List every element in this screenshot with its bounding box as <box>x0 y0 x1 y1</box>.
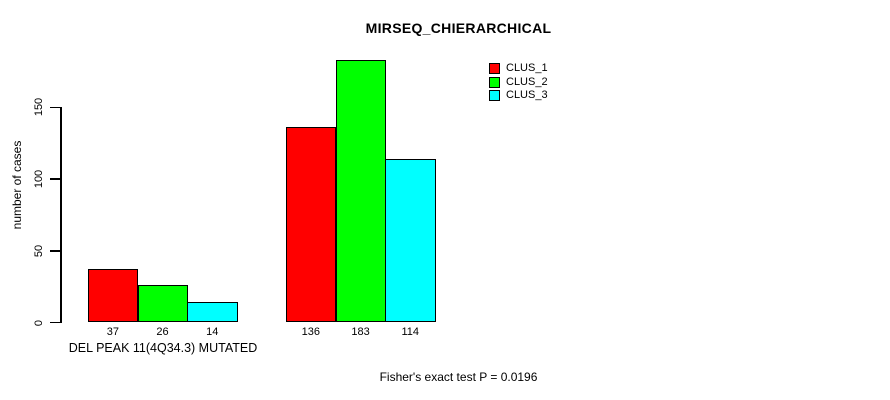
legend-label: CLUS_2 <box>506 75 548 88</box>
bar-clus_2-group2 <box>335 59 386 323</box>
y-tick-label: 100 <box>33 169 45 189</box>
bar-value-label: 114 <box>401 326 419 338</box>
y-tick-label: 0 <box>33 319 45 326</box>
bar-value-label: 136 <box>301 326 321 338</box>
legend-label: CLUS_1 <box>506 62 548 74</box>
legend-swatch-icon <box>489 63 500 75</box>
y-axis-label: number of cases <box>10 140 24 230</box>
bar-clus_2-group1 <box>137 285 188 323</box>
legend-swatch-icon <box>489 76 500 88</box>
legend: CLUS_1 CLUS_2 CLUS_3 <box>489 62 548 103</box>
legend-swatch-icon <box>489 90 500 102</box>
bar-clus_1-group2 <box>286 127 337 323</box>
y-tick-100 <box>50 178 61 180</box>
bar-clus_3-group1 <box>187 302 238 323</box>
bar-value-label: 26 <box>156 326 169 338</box>
fisher-test-annotation: Fisher's exact test P = 0.0196 <box>379 370 538 384</box>
chart-title: MIRSEQ_CHIERARCHICAL <box>365 20 552 36</box>
bar-value-label: 183 <box>351 326 370 338</box>
bar-value-label: 37 <box>106 326 119 338</box>
legend-row-clus_3: CLUS_3 <box>489 89 548 103</box>
y-tick-label: 150 <box>33 98 45 117</box>
y-axis-line <box>60 107 62 323</box>
legend-label: CLUS_3 <box>506 89 548 101</box>
bar-value-label: 14 <box>206 326 219 338</box>
y-tick-50 <box>50 250 61 252</box>
bar-clus_3-group2 <box>385 158 436 323</box>
legend-row-clus_1: CLUS_1 <box>489 62 548 76</box>
y-tick-0 <box>50 321 61 324</box>
legend-row-clus_2: CLUS_2 <box>489 76 548 90</box>
bar-clus_1-group1 <box>88 269 139 323</box>
y-tick-label: 50 <box>33 244 45 257</box>
group-label: DEL PEAK 11(4Q34.3) MUTATED <box>68 341 258 355</box>
y-tick-150 <box>50 106 61 108</box>
